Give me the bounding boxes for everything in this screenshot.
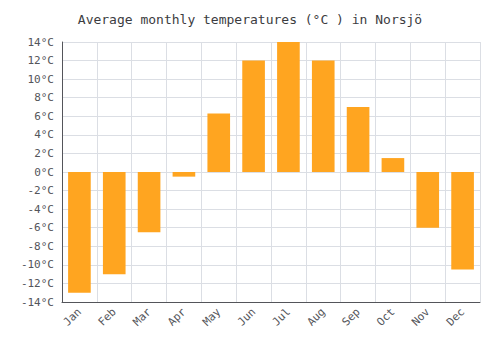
svg-text:Oct: Oct bbox=[374, 305, 397, 328]
svg-text:8°C: 8°C bbox=[34, 91, 54, 104]
svg-text:-8°C: -8°C bbox=[28, 240, 55, 253]
svg-text:Aug: Aug bbox=[305, 305, 328, 328]
svg-text:Mar: Mar bbox=[130, 305, 153, 328]
svg-text:Sep: Sep bbox=[339, 305, 362, 328]
svg-text:Feb: Feb bbox=[96, 305, 119, 328]
svg-text:Apr: Apr bbox=[165, 305, 188, 328]
svg-text:Jul: Jul bbox=[270, 305, 293, 328]
svg-text:4°C: 4°C bbox=[34, 128, 54, 141]
svg-text:6°C: 6°C bbox=[34, 110, 54, 123]
svg-text:-2°C: -2°C bbox=[28, 184, 55, 197]
svg-text:-4°C: -4°C bbox=[28, 203, 55, 216]
svg-text:-14°C: -14°C bbox=[21, 296, 54, 309]
svg-text:Nov: Nov bbox=[409, 305, 432, 328]
svg-text:14°C: 14°C bbox=[28, 36, 55, 49]
svg-text:2°C: 2°C bbox=[34, 147, 54, 160]
svg-text:-12°C: -12°C bbox=[21, 277, 54, 290]
svg-text:-10°C: -10°C bbox=[21, 258, 54, 271]
svg-text:Jun: Jun bbox=[235, 305, 258, 328]
svg-text:Average monthly temperatures (: Average monthly temperatures (°C ) in No… bbox=[78, 12, 422, 27]
svg-text:May: May bbox=[200, 305, 223, 328]
svg-text:0°C: 0°C bbox=[34, 166, 54, 179]
svg-text:Dec: Dec bbox=[444, 305, 467, 328]
svg-text:10°C: 10°C bbox=[28, 73, 55, 86]
svg-text:-6°C: -6°C bbox=[28, 221, 55, 234]
svg-text:Jan: Jan bbox=[61, 305, 84, 328]
svg-text:12°C: 12°C bbox=[28, 54, 55, 67]
